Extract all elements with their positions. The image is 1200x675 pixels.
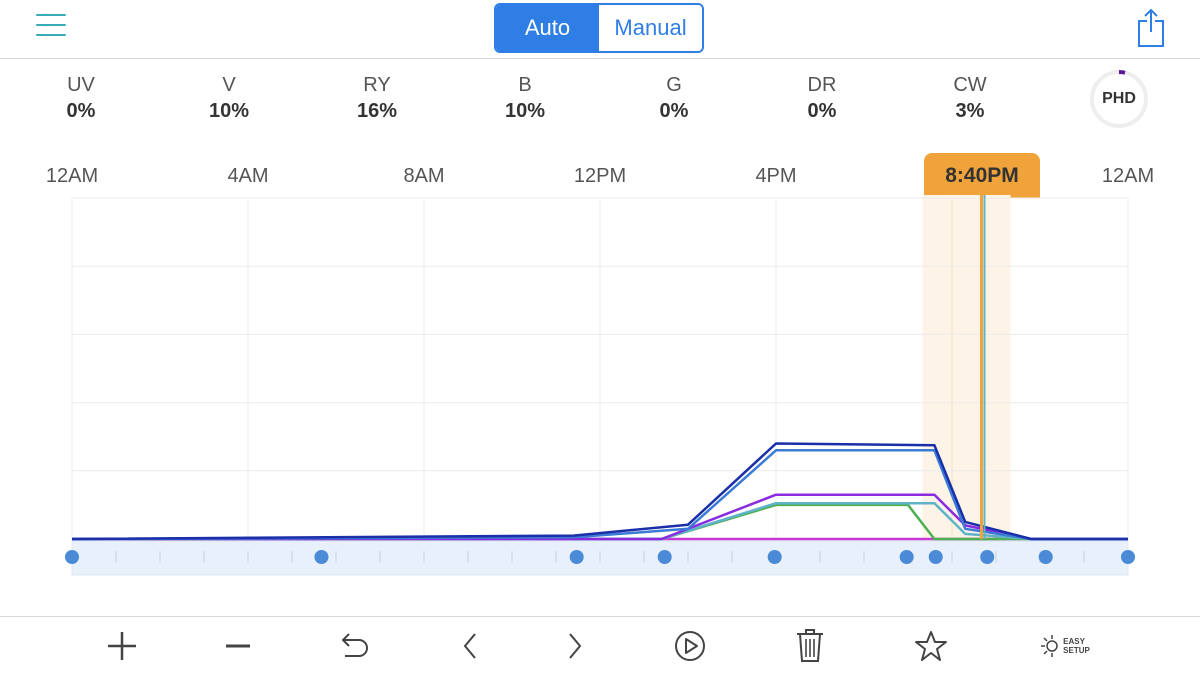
undo-icon [341, 633, 368, 657]
favorite-button[interactable] [906, 625, 956, 667]
delete-button[interactable] [785, 625, 835, 667]
schedule-chart[interactable] [0, 195, 1200, 595]
time-label: 4AM [227, 165, 269, 187]
bottom-toolbar: EASY SETUP [0, 616, 1200, 675]
undo-button[interactable] [330, 625, 380, 667]
control-point[interactable] [767, 550, 782, 564]
manual-mode-button[interactable]: Manual [599, 5, 702, 51]
channel-value: 0% [807, 100, 837, 122]
trash-icon [797, 629, 823, 662]
preset-label: PHD [1102, 90, 1136, 107]
preset-ring-icon [1090, 70, 1148, 128]
sun-icon [1041, 635, 1058, 657]
time-label: 12PM [573, 165, 627, 187]
control-point[interactable] [569, 550, 584, 564]
easy-setup-button[interactable]: EASY SETUP [1030, 625, 1100, 667]
channel-g: G 0% [614, 72, 734, 123]
control-point[interactable] [314, 550, 329, 564]
channel-name: DR [807, 74, 837, 96]
channel-name: RY [363, 74, 391, 96]
star-icon [915, 631, 947, 661]
add-point-button[interactable] [97, 625, 147, 667]
time-label: 12AM [45, 165, 99, 187]
easy-setup-label: EASY SETUP [1063, 637, 1090, 655]
auto-mode-button[interactable]: Auto [496, 5, 599, 51]
chevron-right-icon [569, 633, 582, 659]
channel-value: 0% [66, 100, 96, 122]
time-label: 8AM [403, 165, 445, 187]
preset-badge[interactable]: PHD [1088, 68, 1150, 130]
channel-value: 16% [356, 100, 398, 122]
channel-v: V 10% [169, 72, 289, 123]
channel-value: 10% [208, 100, 250, 122]
easy-setup-label-line-1: EASY [1063, 637, 1085, 646]
channel-value: 10% [504, 100, 546, 122]
channel-cw: CW 3% [910, 72, 1030, 123]
channel-name: B [518, 74, 532, 96]
remove-point-button[interactable] [213, 625, 263, 667]
control-point[interactable] [657, 550, 672, 564]
cursor-highlight-band [922, 195, 1011, 541]
menu-icon[interactable] [36, 14, 66, 40]
series-line [71, 442, 1128, 541]
channel-value: 3% [955, 100, 985, 122]
control-point[interactable] [928, 550, 943, 564]
plus-icon [108, 632, 136, 660]
channel-value: 0% [659, 100, 689, 122]
previous-point-button[interactable] [445, 625, 495, 667]
control-point[interactable] [1038, 550, 1053, 564]
share-icon[interactable] [1136, 8, 1166, 48]
mode-segmented-control: Auto Manual [494, 3, 704, 53]
time-label: 4PM [755, 165, 797, 187]
channel-b: B 10% [465, 72, 585, 123]
control-point[interactable] [65, 550, 79, 564]
chevron-left-icon [463, 633, 476, 659]
minus-icon [226, 644, 250, 648]
top-bar: Auto Manual [0, 0, 1200, 59]
control-point[interactable] [1121, 550, 1135, 564]
time-label: 12AM [1101, 165, 1155, 187]
channel-dr: DR 0% [762, 72, 882, 123]
channel-uv: UV 0% [21, 72, 141, 123]
channel-name: V [222, 74, 236, 96]
cursor-time-badge[interactable]: 8:40PM [924, 153, 1040, 199]
channel-name: G [666, 74, 682, 96]
next-point-button[interactable] [550, 625, 600, 667]
play-preview-button[interactable] [665, 625, 715, 667]
channel-ry: RY 16% [317, 72, 437, 123]
channel-name: UV [67, 74, 95, 96]
control-point[interactable] [980, 550, 995, 564]
control-point[interactable] [899, 550, 914, 564]
play-circle-icon [675, 631, 705, 661]
channel-name: CW [953, 74, 987, 96]
easy-setup-label-line-2: SETUP [1063, 646, 1090, 655]
